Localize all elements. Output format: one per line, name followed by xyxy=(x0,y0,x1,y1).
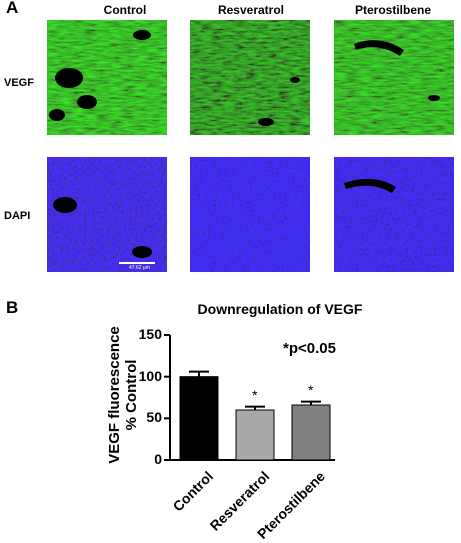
panel-a-letter: A xyxy=(6,0,19,17)
micrograph-dapi-resveratrol xyxy=(190,157,310,272)
row-label-vegf: VEGF xyxy=(4,77,34,89)
bar-pterostilbene xyxy=(291,404,331,461)
bar-resveratrol xyxy=(235,409,275,461)
y-tick-label: 150 xyxy=(138,326,162,342)
micrograph-vegf-resveratrol xyxy=(190,20,310,135)
dapi-resveratrol-image xyxy=(190,157,310,272)
row-label-dapi: DAPI xyxy=(4,210,31,222)
scale-bar-label: 47.62 µm xyxy=(129,265,150,271)
vegf-control-image xyxy=(47,20,167,135)
y-tick-label: 50 xyxy=(146,409,162,426)
dapi-pterostilbene-image xyxy=(334,157,454,272)
chart-title: Downregulation of VEGF xyxy=(197,301,363,317)
scale-bar xyxy=(119,262,155,264)
micrograph-vegf-pterostilbene xyxy=(334,20,454,135)
significance-star-resveratrol: * xyxy=(252,386,258,403)
y-tick-label: 100 xyxy=(138,367,162,384)
micrograph-dapi-pterostilbene xyxy=(334,157,454,272)
column-label-resveratrol: Resveratrol xyxy=(217,3,285,17)
significance-star-pterostilbene: * xyxy=(308,381,314,398)
dapi-control-image xyxy=(47,157,167,272)
micrograph-vegf-control xyxy=(47,20,167,135)
micrograph-dapi-control: 47.62 µm xyxy=(47,157,167,272)
vegf-resveratrol-image xyxy=(190,20,310,135)
vegf-pterostilbene-image xyxy=(334,20,454,135)
y-tick-label: 0 xyxy=(154,451,162,467)
significance-note: *p<0.05 xyxy=(283,340,336,357)
panel-b-letter: B xyxy=(6,298,19,317)
column-label-pterostilbene: Pterostilbene xyxy=(354,3,432,17)
column-label-control: Control xyxy=(103,3,147,17)
bar-control xyxy=(179,376,219,461)
